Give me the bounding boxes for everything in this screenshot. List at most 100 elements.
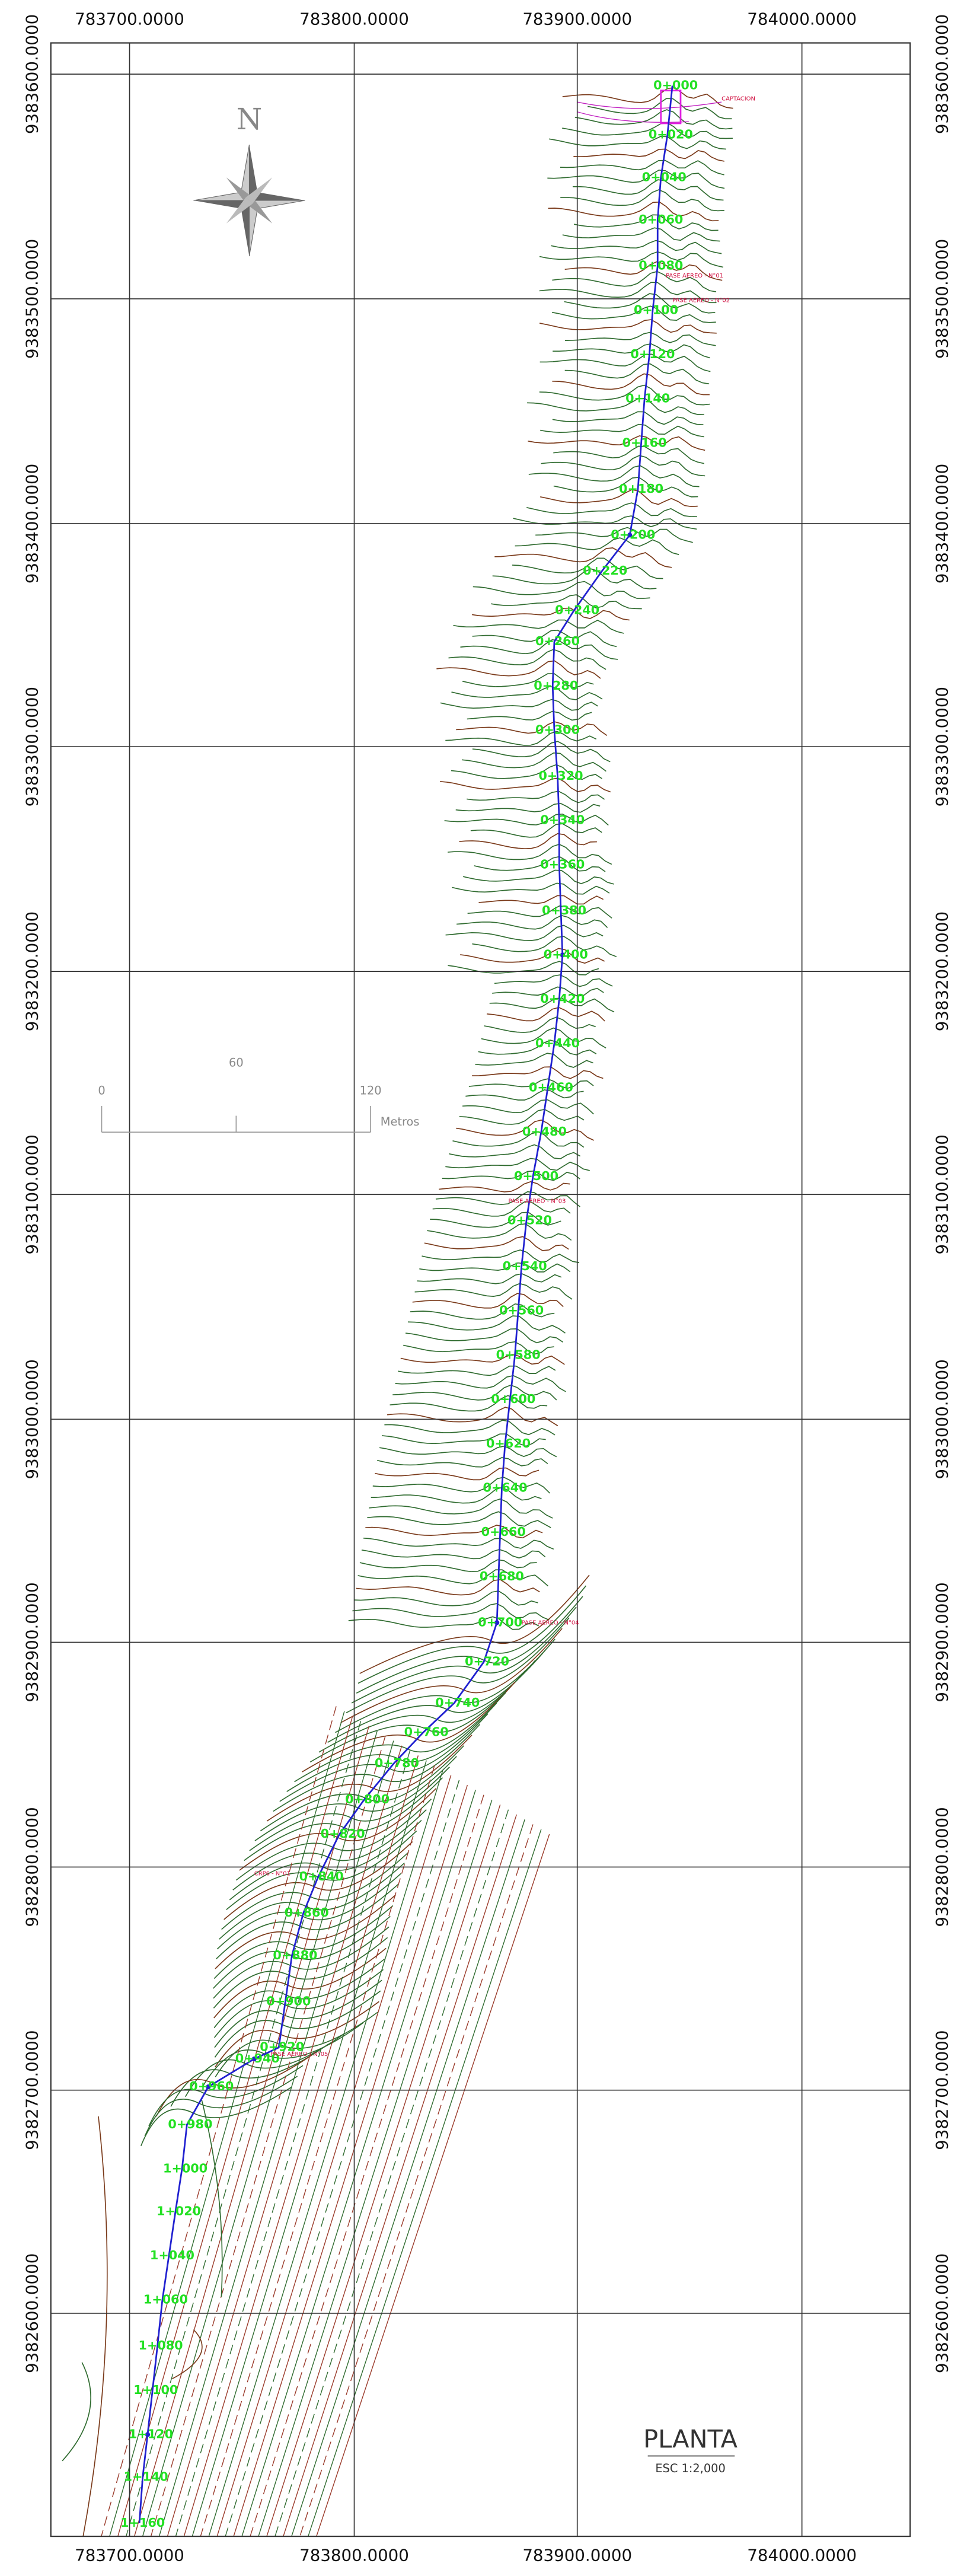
- contour-line: [456, 1119, 595, 1141]
- contour-line: [361, 1549, 546, 1560]
- contour-line: [208, 1770, 443, 2537]
- contour-line: [560, 189, 724, 212]
- contour-line: [492, 986, 604, 997]
- contour-line: [432, 1201, 571, 1217]
- contour-line: [472, 936, 617, 958]
- contour-line: [573, 148, 724, 162]
- contour-line: [572, 179, 724, 201]
- contour-line: [467, 790, 605, 804]
- contour-line: [468, 1078, 594, 1089]
- contour-line: [241, 1790, 476, 2537]
- station-label: 0+040: [642, 170, 687, 184]
- scale-label: 60: [229, 1056, 244, 1070]
- contour-line: [183, 1755, 419, 2537]
- station-label: 1+040: [150, 2248, 194, 2262]
- grid-label: 783900.0000: [522, 9, 632, 29]
- station-label: 0+880: [273, 1948, 317, 1962]
- contour-line: [475, 1053, 593, 1068]
- station-label: 1+120: [129, 2427, 173, 2441]
- station-label: 0+120: [630, 347, 675, 361]
- station-label: 0+820: [321, 1826, 365, 1841]
- grid-label: 9383200.0000: [933, 911, 952, 1031]
- station-label: 0+640: [483, 1480, 527, 1494]
- station-label: 0+680: [480, 1569, 524, 1583]
- contour-line: [200, 1765, 435, 2537]
- grid-label: 9383000.0000: [22, 1359, 41, 1479]
- station-label: 0+340: [540, 813, 585, 827]
- contour-line: [515, 537, 679, 556]
- contour-line: [491, 594, 642, 610]
- contour-line: [478, 1040, 597, 1056]
- north-arrow: N: [193, 102, 305, 257]
- grid-label: 9383300.0000: [22, 687, 41, 806]
- grid-label: 783800.0000: [299, 9, 409, 29]
- contour-line: [430, 1212, 561, 1228]
- contour-line: [481, 1027, 606, 1049]
- station-label: 1+060: [143, 2293, 188, 2307]
- contour-line: [410, 1303, 555, 1320]
- contour-line: [439, 1181, 570, 1193]
- grid: [50, 43, 911, 2537]
- annotation: PASE AEREO - N°01: [666, 273, 723, 279]
- station-label: 0+300: [535, 722, 580, 737]
- station-label: 0+360: [540, 857, 585, 871]
- contour-line: [357, 1569, 549, 1587]
- contour-line: [392, 1384, 557, 1401]
- station-label: 1+080: [139, 2338, 183, 2352]
- station-label: 0+860: [285, 1905, 329, 1920]
- contour-line: [389, 1395, 548, 1412]
- contour-line: [387, 1407, 558, 1427]
- contour-line: [142, 1730, 378, 2537]
- contour-line: [564, 293, 716, 314]
- contour-line: [82, 2116, 108, 2537]
- contour-line: [101, 1706, 337, 2537]
- station-label: 0+900: [266, 1994, 311, 2008]
- station-label: 0+020: [649, 127, 693, 141]
- contour-line: [375, 1467, 539, 1481]
- contour-line: [442, 1170, 580, 1181]
- contour-line: [452, 1131, 585, 1148]
- station-label: 0+920: [260, 2040, 304, 2054]
- station-label: 0+540: [503, 1259, 547, 1273]
- contour-line: [371, 1487, 542, 1504]
- contour-line: [494, 547, 672, 568]
- contour-line: [489, 997, 615, 1013]
- contour-line: [444, 813, 609, 826]
- grid-label: 9382600.0000: [22, 2253, 41, 2373]
- contour-line: [448, 649, 606, 670]
- contour-line: [460, 948, 605, 964]
- contour-line: [553, 445, 704, 464]
- station-label: 0+980: [168, 2117, 212, 2131]
- contour-line: [369, 1498, 553, 1519]
- contour-line: [365, 1525, 543, 1539]
- contour-line: [512, 557, 663, 579]
- contour-line: [363, 1538, 554, 1550]
- grid-label: 783800.0000: [299, 2545, 409, 2565]
- station-label: 0+800: [345, 1792, 389, 1806]
- station-label: 0+200: [611, 527, 655, 541]
- contour-line: [126, 1721, 362, 2537]
- grid-label: 9383400.0000: [933, 464, 952, 584]
- contour-line: [448, 843, 612, 865]
- station-label: 0+700: [478, 1615, 522, 1629]
- station-label: 0+380: [542, 903, 586, 917]
- contour-line: [564, 363, 710, 385]
- grid-label: 784000.0000: [747, 9, 857, 29]
- station-label: 0+760: [404, 1725, 449, 1739]
- station-label: 0+320: [538, 769, 583, 783]
- contour-line: [150, 1735, 386, 2537]
- grid-label: 9383400.0000: [22, 464, 41, 584]
- contour-line: [574, 214, 719, 231]
- station-label: 0+460: [529, 1080, 573, 1095]
- contour-line: [419, 1262, 571, 1273]
- contour-line: [384, 1420, 555, 1436]
- contour-line: [553, 343, 711, 359]
- station-label: 1+000: [163, 2161, 207, 2175]
- contour-line: [400, 1354, 565, 1365]
- contour-line: [459, 1108, 585, 1125]
- contour-line: [539, 353, 711, 372]
- north-label: N: [237, 102, 263, 136]
- contour-line: [539, 282, 717, 304]
- annotation: PASE AEREO - N°03: [509, 1198, 566, 1204]
- station-label: 1+020: [157, 2204, 201, 2218]
